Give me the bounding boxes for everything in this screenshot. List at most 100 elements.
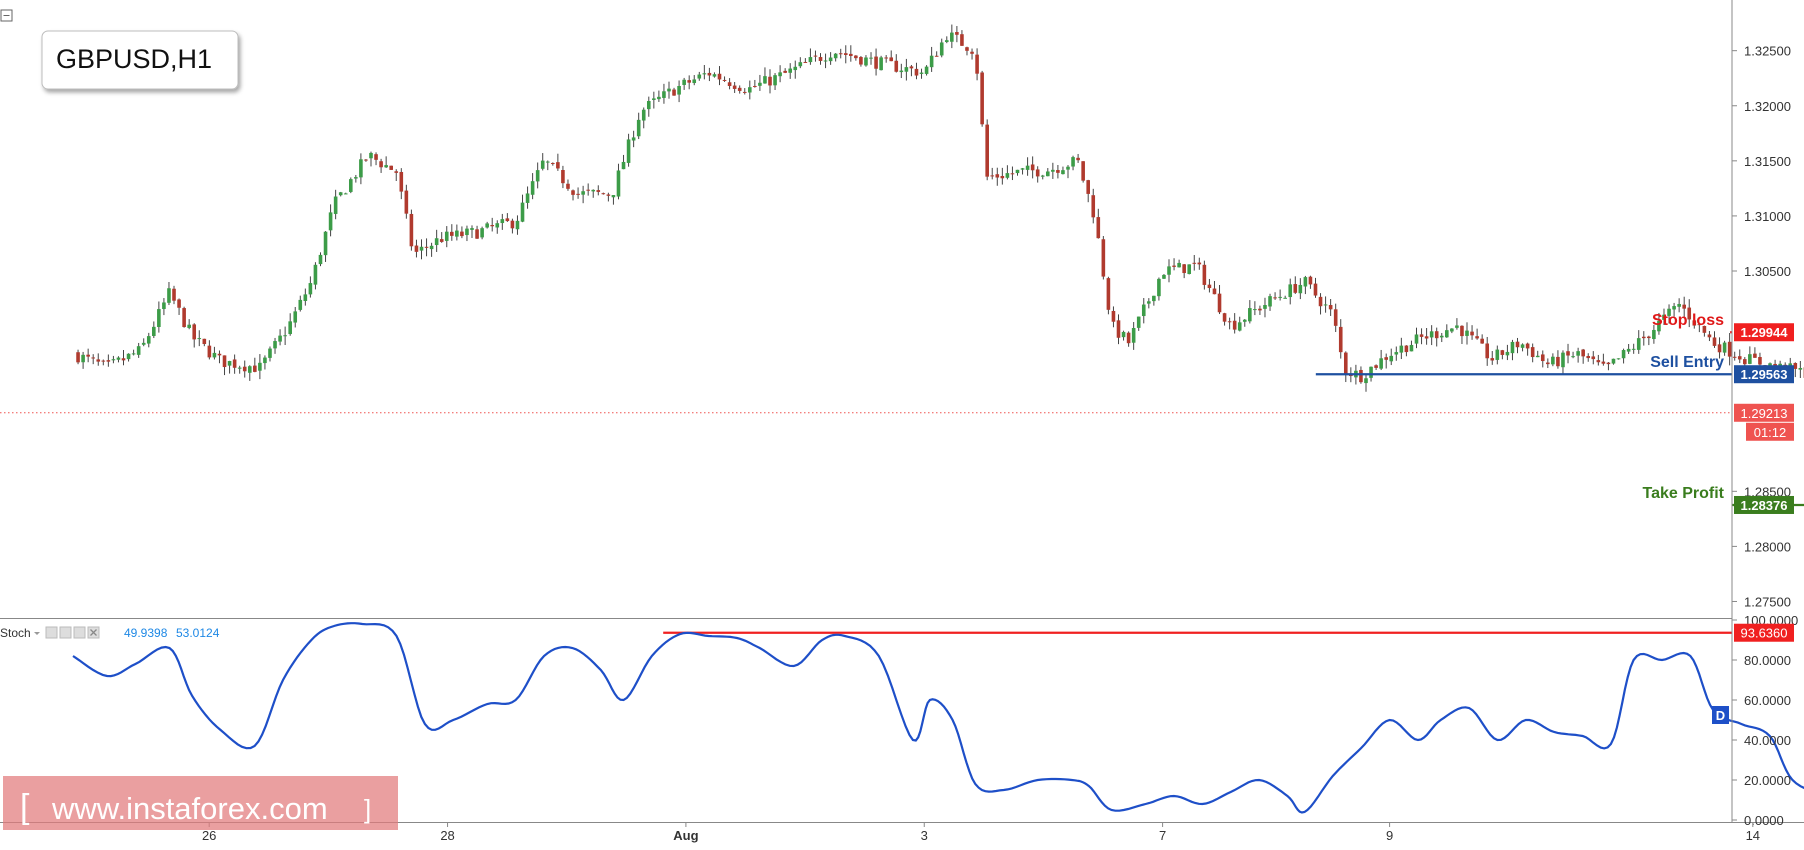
candle-body xyxy=(526,193,530,202)
candle-body xyxy=(1374,365,1378,368)
collapse-icon[interactable] xyxy=(1,10,12,21)
candle-body xyxy=(905,67,909,72)
price-tick-label: 1.27500 xyxy=(1744,594,1791,609)
candle-body xyxy=(304,294,308,301)
candle-body xyxy=(1314,284,1318,296)
candle-body xyxy=(475,229,479,238)
candle-body xyxy=(1480,339,1484,344)
candle-body xyxy=(117,358,121,360)
candle-body xyxy=(329,212,333,230)
candle-body xyxy=(788,69,792,73)
candle-body xyxy=(1627,349,1631,352)
candle-body xyxy=(1203,265,1207,285)
candle-body xyxy=(1102,239,1106,276)
candle-body xyxy=(465,229,469,235)
candle-body xyxy=(455,231,459,237)
candle-body xyxy=(955,32,959,35)
candle-body xyxy=(910,66,914,68)
candle-body xyxy=(167,288,171,303)
candle-body xyxy=(233,359,237,367)
candle-body xyxy=(859,57,863,64)
candle-body xyxy=(1167,266,1171,274)
candle-body xyxy=(930,56,934,67)
candle-body xyxy=(364,160,368,161)
candle-body xyxy=(1112,311,1116,322)
candle-body xyxy=(1485,344,1489,359)
candle-body xyxy=(1278,297,1282,298)
candle-body xyxy=(1622,350,1626,358)
stoch-close-icon[interactable] xyxy=(88,627,99,638)
candle-body xyxy=(960,34,964,46)
candle-body xyxy=(1794,363,1798,369)
level-label-take-profit: Take Profit xyxy=(1643,485,1725,502)
candle-body xyxy=(799,62,803,66)
candle-body xyxy=(1006,173,1010,178)
candle-body xyxy=(1223,313,1227,321)
candle-body xyxy=(748,87,752,92)
candle-body xyxy=(1329,305,1333,309)
candle-body xyxy=(1743,359,1747,364)
candle-body xyxy=(733,86,737,89)
stoch-format-icon[interactable] xyxy=(74,627,85,638)
candle-body xyxy=(1097,217,1101,238)
symbol-label: GBPUSD,H1 xyxy=(56,44,212,74)
candle-body xyxy=(1748,354,1752,364)
candle-body xyxy=(1334,309,1338,326)
candle-body xyxy=(1713,337,1717,345)
candle-body xyxy=(596,190,600,192)
candle-body xyxy=(192,324,196,339)
candle-body xyxy=(298,300,302,310)
candle-body xyxy=(1546,363,1550,365)
candle-body xyxy=(1172,266,1176,267)
candle-body xyxy=(1304,277,1308,286)
candle-body xyxy=(1556,357,1560,366)
candle-body xyxy=(1228,321,1232,322)
candle-body xyxy=(182,308,186,327)
candle-body xyxy=(1672,306,1676,309)
candle-body xyxy=(142,343,146,345)
candle-body xyxy=(344,193,348,194)
time-tick-label: 26 xyxy=(202,828,216,843)
candle-body xyxy=(319,255,323,264)
candle-body xyxy=(900,71,904,73)
candle-body xyxy=(1602,362,1606,364)
stoch-hide-icon[interactable] xyxy=(60,627,71,638)
time-tick-label: Aug xyxy=(673,828,698,843)
candle-body xyxy=(566,184,570,189)
candle-body xyxy=(91,357,95,358)
candle-body xyxy=(854,56,858,59)
candle-body xyxy=(536,170,540,181)
candle-body xyxy=(501,219,505,223)
candle-body xyxy=(677,86,681,95)
candle-body xyxy=(1496,350,1500,360)
candle-body xyxy=(112,359,116,360)
candle-body xyxy=(768,77,772,86)
candle-body xyxy=(995,174,999,177)
candle-body xyxy=(1369,367,1373,378)
candle-body xyxy=(1162,275,1166,279)
candle-body xyxy=(1283,298,1287,299)
candle-body xyxy=(556,162,560,168)
candle-body xyxy=(1273,297,1277,298)
candle-body xyxy=(758,83,762,86)
candle-body xyxy=(718,74,722,80)
candle-body xyxy=(632,137,636,140)
price-badge-text: 1.28376 xyxy=(1741,498,1788,513)
candle-body xyxy=(728,82,732,86)
candle-body xyxy=(576,194,580,195)
stoch-settings-icon[interactable] xyxy=(46,627,57,638)
candle-body xyxy=(197,338,201,339)
stoch-tick-label: 20.0000 xyxy=(1744,773,1791,788)
candle-body xyxy=(894,61,898,72)
candle-body xyxy=(617,170,621,196)
candle-body xyxy=(521,203,525,222)
candle-body xyxy=(1081,161,1085,180)
candle-body xyxy=(607,194,611,195)
candle-body xyxy=(1511,342,1515,353)
candle-body xyxy=(849,54,853,56)
candle-body xyxy=(1132,328,1136,343)
candle-body xyxy=(96,359,100,361)
candle-body xyxy=(935,56,939,57)
price-badge-text: 1.29563 xyxy=(1741,367,1788,382)
